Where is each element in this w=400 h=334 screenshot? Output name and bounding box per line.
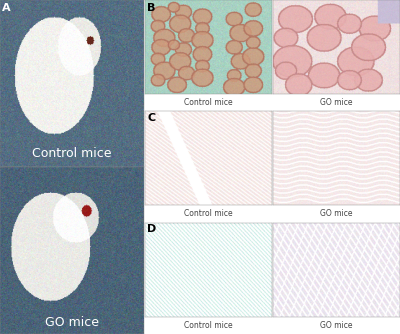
Text: Control mice: Control mice — [184, 209, 233, 218]
Text: Control mice: Control mice — [32, 147, 112, 160]
Text: GO mice: GO mice — [320, 321, 353, 330]
Text: GO mice: GO mice — [320, 98, 353, 107]
Text: B: B — [147, 3, 156, 13]
Text: Control mice: Control mice — [184, 321, 233, 330]
Text: GO mice: GO mice — [320, 209, 353, 218]
Text: GO mice: GO mice — [45, 316, 99, 329]
Text: A: A — [2, 3, 11, 13]
Text: Control mice: Control mice — [184, 98, 233, 107]
Text: C: C — [147, 113, 155, 123]
Text: D: D — [147, 224, 156, 234]
